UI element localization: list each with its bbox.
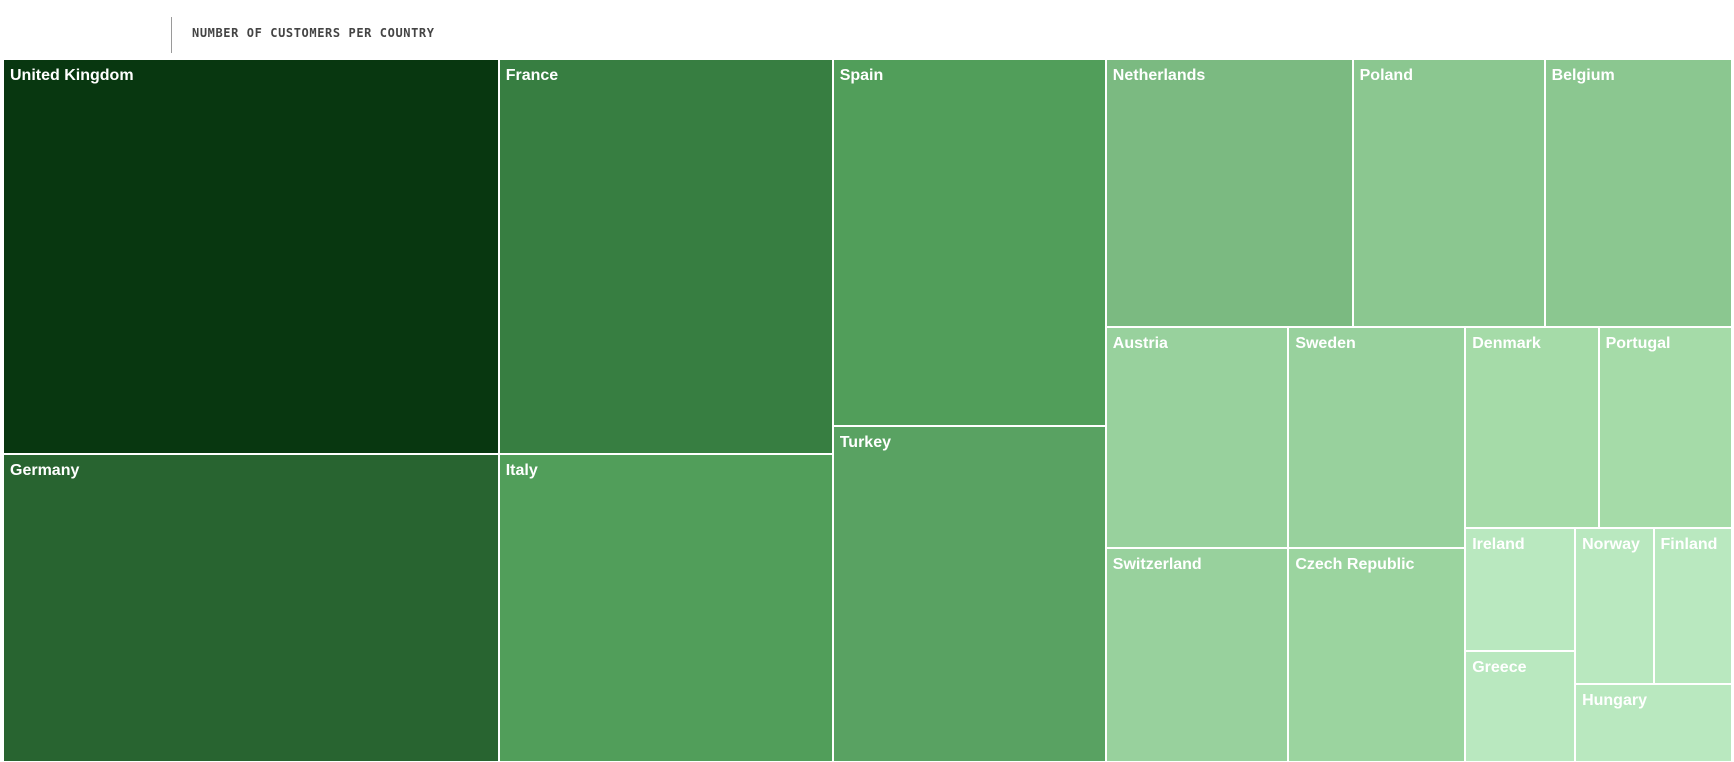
treemap-cell[interactable]: Austria bbox=[1105, 326, 1289, 548]
treemap-cell[interactable]: United Kingdom bbox=[3, 59, 499, 454]
treemap-cell[interactable]: Hungary bbox=[1575, 684, 1732, 762]
treemap-cell[interactable]: Belgium bbox=[1544, 59, 1732, 327]
cell-label: Hungary bbox=[1582, 692, 1647, 710]
treemap-cell[interactable]: Turkey bbox=[832, 426, 1106, 762]
treemap-cell[interactable]: Greece bbox=[1465, 650, 1576, 762]
chart-title: NUMBER OF CUSTOMERS PER COUNTRY bbox=[192, 26, 435, 40]
cell-label: Spain bbox=[839, 67, 884, 84]
cell-label: Poland bbox=[1359, 67, 1413, 84]
cell-label: Norway bbox=[1582, 536, 1640, 554]
cell-label: Austria bbox=[1112, 334, 1168, 352]
cell-label: United Kingdom bbox=[10, 67, 134, 84]
cell-label: France bbox=[505, 67, 559, 84]
cell-label: Italy bbox=[505, 462, 538, 480]
cell-label: Finland bbox=[1660, 536, 1718, 554]
treemap-cell[interactable]: Sweden bbox=[1288, 326, 1466, 548]
cell-label: Germany bbox=[10, 461, 80, 479]
treemap-cell[interactable]: Switzerland bbox=[1105, 547, 1289, 762]
cell-label: Sweden bbox=[1295, 334, 1356, 352]
cell-label: Turkey bbox=[839, 434, 891, 452]
cell-label: Ireland bbox=[1472, 536, 1525, 554]
cell-label: Portugal bbox=[1605, 334, 1671, 352]
cell-label: Switzerland bbox=[1112, 555, 1202, 573]
treemap-cell[interactable]: Ireland bbox=[1465, 528, 1576, 651]
treemap-cell[interactable]: Czech Republic bbox=[1288, 547, 1466, 762]
treemap: United Kingdom Germany France Italy Spain Tur… bbox=[3, 59, 1732, 762]
treemap-cell[interactable]: Netherlands bbox=[1105, 59, 1353, 327]
treemap-cell[interactable]: Poland bbox=[1352, 59, 1545, 327]
title-bar: NUMBER OF CUSTOMERS PER COUNTRY bbox=[171, 17, 434, 53]
cell-label: Netherlands bbox=[1112, 67, 1206, 84]
cell-label: Belgium bbox=[1551, 67, 1615, 84]
treemap-cell[interactable]: Norway bbox=[1575, 528, 1654, 685]
treemap-cell[interactable]: Finland bbox=[1653, 528, 1732, 685]
treemap-cell[interactable]: Germany bbox=[3, 453, 499, 762]
cell-label: Greece bbox=[1472, 658, 1527, 676]
cell-label: Denmark bbox=[1472, 334, 1541, 352]
treemap-cell[interactable]: Italy bbox=[498, 454, 833, 762]
treemap-cell[interactable]: Portugal bbox=[1598, 326, 1732, 529]
cell-label: Czech Republic bbox=[1295, 555, 1415, 573]
treemap-cell[interactable]: Spain bbox=[832, 59, 1106, 427]
treemap-cell[interactable]: France bbox=[498, 59, 833, 455]
treemap-cell[interactable]: Denmark bbox=[1465, 326, 1599, 529]
